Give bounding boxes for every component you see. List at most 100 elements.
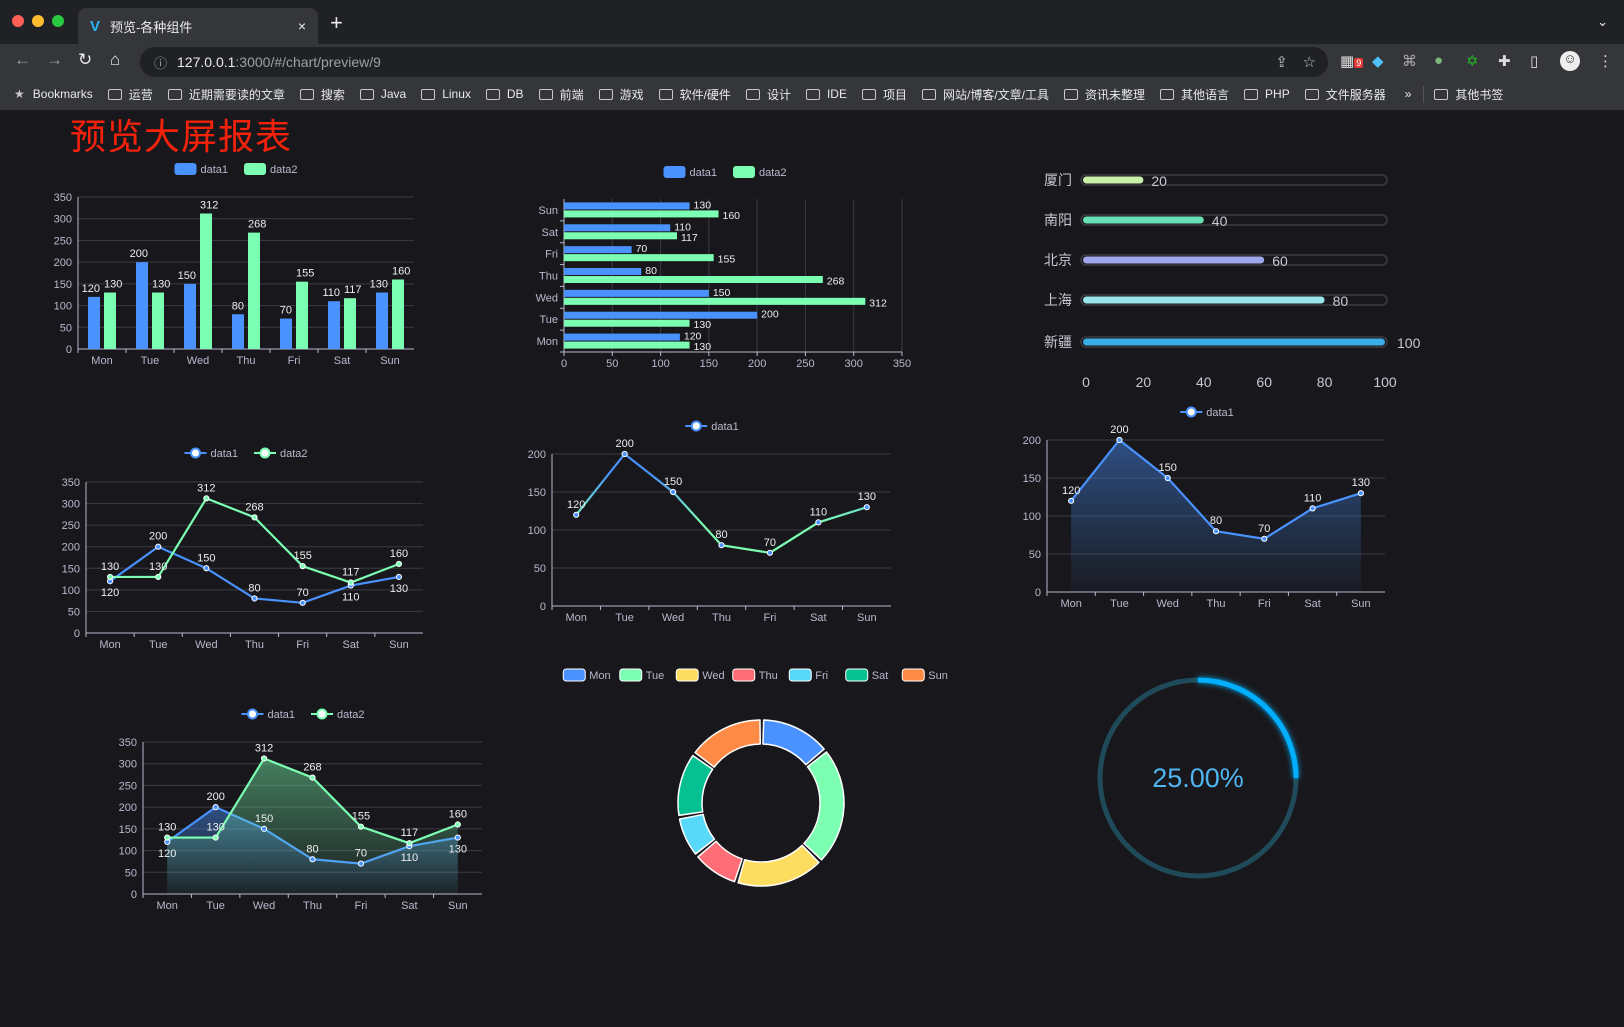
donut-slice-Wed[interactable] [737,844,820,887]
bookmark-label: Bookmarks [32,87,93,101]
gem-extension-icon[interactable]: ◆ [1372,53,1384,70]
legend-item[interactable]: data2 [244,163,298,176]
profile-avatar[interactable]: ☺ [1560,51,1580,71]
x-tick-label: 100 [1373,374,1397,390]
bookmark-star-icon[interactable]: ☆ [1302,54,1316,71]
progress-track [1080,174,1388,186]
bookmark-item[interactable]: 软件/硬件 [658,86,731,103]
legend-label: data2 [337,709,365,721]
donut-slice-Fri[interactable] [678,813,716,855]
donut-slice-Sat[interactable] [677,754,714,817]
legend-item[interactable]: Thu [732,668,778,682]
close-window-button[interactable] [12,15,24,27]
y-tick-label: 250 [62,520,80,532]
tab-search-chevron-icon[interactable]: ⌄ [1597,14,1608,29]
bookmark-item[interactable]: 近期需要读的文章 [167,86,285,103]
bookmark-item[interactable]: 项目 [861,86,907,103]
legend-marker-icon [316,708,328,720]
x-tick-label: Thu [237,355,256,367]
legend-marker-icon [190,447,201,459]
legend: data1 data2 [174,163,298,176]
legend-item[interactable]: Fri [788,668,828,682]
y-tick-label: 350 [119,737,137,749]
bookmarks-overflow-button[interactable]: » [1404,87,1412,101]
point-value-label: 150 [664,476,682,488]
bookmark-item[interactable]: Java [359,87,406,101]
maximize-window-button[interactable] [52,15,64,27]
point-value-label: 150 [1159,462,1177,474]
other-bookmarks[interactable]: 其他书签 [1423,85,1503,103]
legend-item[interactable]: data1 [685,420,739,433]
legend-swatch-icon [845,668,869,682]
legend-item[interactable]: data2 [311,708,365,721]
y-tick-label: 100 [1023,511,1041,523]
site-info-icon[interactable]: ⓘ [154,55,168,71]
donut-slice-Sun[interactable] [694,719,762,768]
circle-extension-icon[interactable]: ● [1434,52,1444,69]
donut-slice-Thu[interactable] [697,840,743,883]
legend-item[interactable]: data2 [254,447,308,460]
bookmark-label: DB [506,87,524,101]
bar-value-label: 130 [694,319,712,331]
folder-icon [167,88,182,100]
share-icon[interactable]: ⇪ [1275,54,1288,71]
back-icon[interactable]: ← [14,50,31,69]
puzzle-extensions-icon[interactable]: ✚ [1498,53,1511,70]
bookmark-item[interactable]: 运营 [107,86,153,103]
x-tick-label: Wed [662,612,684,624]
bookmark-item[interactable]: 前端 [538,86,584,103]
tab-close-button[interactable]: × [297,18,306,34]
data-point [621,450,628,458]
command-extension-icon[interactable]: ⌘ [1402,53,1417,70]
bookmark-item[interactable]: 游戏 [598,86,644,103]
y-tick-label: Sat [541,227,558,239]
bookmark-item[interactable]: DB [485,87,524,101]
home-icon[interactable]: ⌂ [110,50,121,69]
bookmark-item[interactable]: 网站/博客/文章/工具 [921,86,1049,103]
bookmark-item[interactable]: 设计 [745,86,791,103]
legend-item[interactable]: data1 [241,708,296,721]
legend-item[interactable]: data1 [174,163,229,176]
menu-kebab-icon[interactable]: ⋮ [1598,53,1613,70]
browser-tab[interactable]: V 预览-各种组件 × [78,8,318,44]
bar-data1 [280,318,292,349]
bookmark-item[interactable]: PHP [1244,87,1290,101]
donut-slice-Mon[interactable] [762,719,825,766]
progress-track [1080,254,1388,266]
legend-item[interactable]: data2 [733,166,787,179]
bookmark-item[interactable]: IDE [805,87,847,101]
address-bar[interactable]: ⓘ 127.0.0.1:3000/#/chart/preview/9 ⇪ ☆ [140,47,1328,77]
bar-value-label: 130 [152,279,170,291]
x-tick-label: Sat [334,355,351,367]
bar-value-label: 155 [718,254,736,266]
legend-item[interactable]: data1 [663,166,718,179]
bar-data2 [564,319,690,327]
point-value-label: 200 [206,791,224,803]
bookmark-item[interactable]: 文件服务器 [1304,86,1386,103]
legend-item[interactable]: data1 [184,447,239,460]
legend-item[interactable]: Tue [619,668,665,682]
y-tick-label: Fri [545,249,558,261]
legend-label: data2 [270,164,298,176]
legend-item[interactable]: Sat [845,668,889,682]
progress-bar [1083,338,1385,346]
legend-item[interactable]: Mon [562,668,611,682]
legend-item[interactable]: Wed [675,668,725,682]
minimize-window-button[interactable] [32,15,44,27]
star-extension-icon[interactable]: ✡ [1466,53,1479,70]
y-tick-label: 250 [54,235,72,247]
donut-slice-Tue[interactable] [803,751,845,861]
bookmark-item[interactable]: 其他语言 [1160,86,1229,103]
bookmark-item[interactable]: 搜索 [299,86,345,103]
legend-item[interactable]: Sun [901,668,948,682]
bar-data1 [136,262,148,349]
forward-icon[interactable]: → [46,50,63,69]
side-panel-icon[interactable]: ▯ [1530,53,1539,70]
bookmark-item[interactable]: 资讯未整理 [1064,86,1145,103]
extension-icon[interactable]: ▦ 9 [1340,53,1364,70]
new-tab-button[interactable]: + [330,10,343,35]
legend-item[interactable]: data1 [1180,406,1234,419]
bookmark-item[interactable]: Linux [421,87,471,101]
reload-icon[interactable]: ↻ [78,50,93,69]
bookmark-item[interactable]: ★ Bookmarks [14,87,93,101]
